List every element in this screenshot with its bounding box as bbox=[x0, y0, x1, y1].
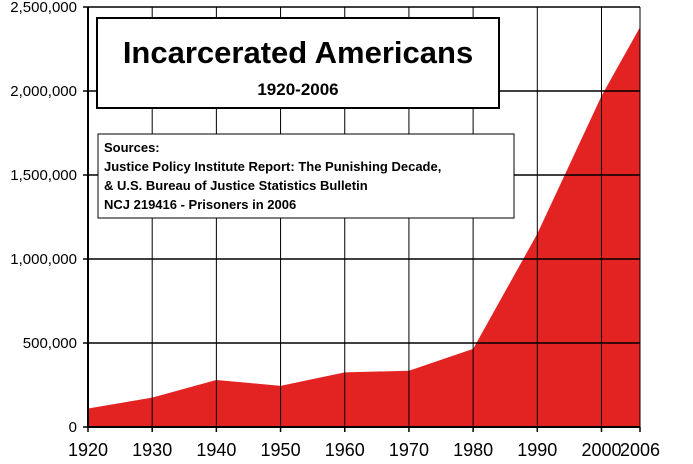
sources-box: Sources: Justice Policy Institute Report… bbox=[97, 133, 515, 219]
sources-line-3: & U.S. Bureau of Justice Statistics Bull… bbox=[104, 178, 368, 193]
x-tick-label: 1920 bbox=[68, 440, 108, 460]
sources-line-2: Justice Policy Institute Report: The Pun… bbox=[104, 159, 441, 174]
x-tick-label: 1960 bbox=[325, 440, 365, 460]
x-tick-label: 1980 bbox=[453, 440, 493, 460]
x-tick-label: 1940 bbox=[196, 440, 236, 460]
y-tick-labels: 0 500,000 1,000,000 1,500,000 2,000,000 2,500… bbox=[10, 0, 77, 436]
chart-subtitle: 1920-2006 bbox=[257, 80, 338, 99]
x-tick-label: 1970 bbox=[389, 440, 429, 460]
title-box-border bbox=[96, 17, 500, 109]
sources-box-border bbox=[97, 133, 515, 219]
x-tick-label: 1990 bbox=[517, 440, 557, 460]
x-tick-label: 1930 bbox=[132, 440, 172, 460]
y-tick-label: 2,500,000 bbox=[10, 0, 77, 16]
x-tick-label: 2006 bbox=[620, 440, 660, 460]
y-tick-label: 1,500,000 bbox=[10, 167, 77, 184]
y-tick-label: 2,000,000 bbox=[10, 83, 77, 100]
y-tick-label: 0 bbox=[69, 419, 77, 436]
incarceration-area bbox=[88, 27, 640, 427]
title-box: Incarcerated Americans 1920-2006 bbox=[96, 17, 500, 109]
chart-title: Incarcerated Americans bbox=[123, 35, 473, 70]
sources-line-4: NCJ 219416 - Prisoners in 2006 bbox=[104, 197, 296, 212]
x-tick-label: 1950 bbox=[261, 440, 301, 460]
sources-line-1: Sources: bbox=[104, 140, 160, 155]
y-tick-label: 500,000 bbox=[23, 335, 77, 352]
y-tick-label: 1,000,000 bbox=[10, 251, 77, 268]
x-tick-label: 2000 bbox=[581, 440, 621, 460]
axis-layer bbox=[83, 6, 641, 432]
